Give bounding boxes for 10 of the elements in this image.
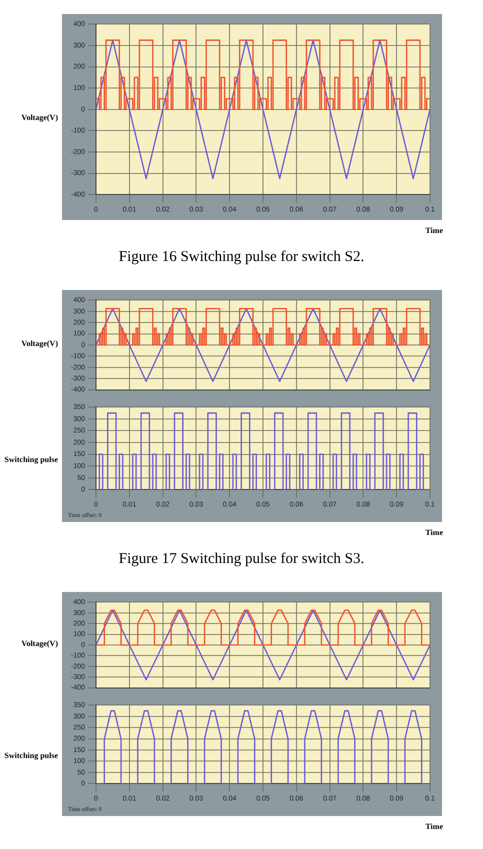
caption: Figure 16 Switching pulse for switch S2.: [118, 249, 366, 266]
caption: Figure 17 Switching pulse for switch S3.: [118, 551, 366, 568]
x-axis-title: Time: [424, 822, 444, 831]
y-axis-title: Voltage(V): [20, 339, 59, 348]
y-axis-title: Switching pulse: [3, 455, 59, 464]
x-axis-title: Time: [424, 226, 444, 235]
y-axis-title: Voltage(V): [20, 639, 59, 648]
y-axis-title: Voltage(V): [20, 112, 59, 122]
y-axis-title: Switching pulse: [3, 751, 59, 760]
x-axis-title: Time: [424, 528, 444, 537]
